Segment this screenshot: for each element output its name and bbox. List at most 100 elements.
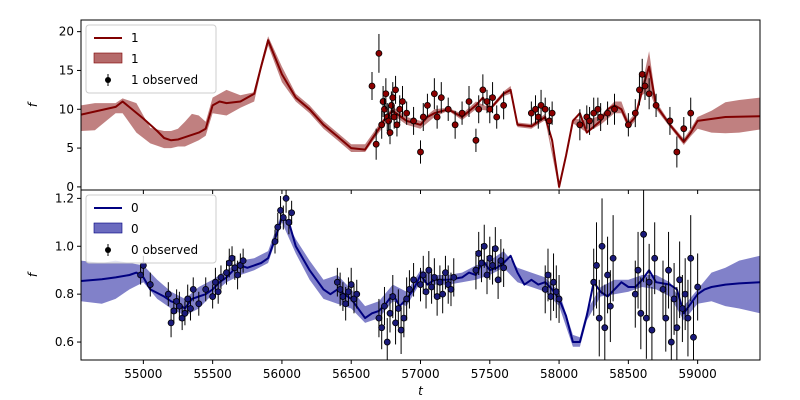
data-point [223,269,230,277]
x-axis-label: t [418,384,424,398]
legend-point-swatch [105,77,111,83]
data-point [389,94,397,102]
data-point [345,288,352,296]
data-point [465,98,473,105]
data-point [181,309,189,317]
x-tick-label: 56500 [332,367,370,381]
data-point [279,214,287,221]
data-point [288,209,296,217]
data-point [392,86,399,94]
data-point [489,262,496,269]
data-point [189,285,197,293]
data-point [666,117,674,125]
data-point [494,276,502,284]
data-point [433,293,441,300]
y-axis-label: f [26,101,40,107]
data-point [651,254,659,262]
data-point [541,285,549,293]
data-point [450,273,458,281]
data-point [475,105,483,113]
data-point [396,105,404,113]
data-point [642,314,650,322]
data-point [534,113,542,121]
data-point [399,98,406,105]
data-point [424,101,431,109]
data-point [586,117,593,125]
data-point [393,121,401,129]
data-point [611,105,618,113]
data-point [527,109,535,117]
data-point [606,302,614,310]
legend: 1 1 1 observed [85,24,217,94]
data-point [645,278,653,286]
y-tick-label: 10 [59,102,74,116]
x-tick-label: 56000 [263,367,301,381]
data-point [593,262,600,269]
data-point [170,307,178,315]
data-point [336,285,344,293]
data-point [403,109,411,117]
data-point [381,105,388,113]
x-tick-label: 59000 [679,367,717,381]
data-point [422,288,430,296]
data-point [425,266,433,274]
y-tick-label: 20 [59,25,74,39]
data-point [386,129,394,136]
y-axis-label: f [26,271,40,277]
legend-label-band: 1 [131,52,139,66]
data-point [187,305,194,312]
mean-line [81,216,760,343]
data-point [439,290,447,298]
data-point [555,295,563,303]
data-point [483,271,491,279]
legend-box [85,194,217,264]
data-point [228,254,236,262]
data-point [386,309,394,317]
data-point [624,121,632,129]
data-point [497,257,505,265]
data-point [640,230,647,238]
data-point [541,105,549,113]
data-point [282,194,290,202]
data-point [430,273,438,281]
data-point [383,338,391,346]
data-point [594,105,602,113]
data-point [387,101,395,109]
legend-band-swatch [93,52,123,64]
y-tick-label: 0.6 [55,335,74,349]
data-point [392,319,399,327]
data-point [375,314,383,322]
data-point [478,259,485,267]
legend-box [85,24,217,94]
data-point [403,295,411,303]
data-point [378,324,386,332]
data-point [544,271,552,279]
data-point [576,121,584,129]
data-point [277,206,284,214]
data-point [659,285,667,293]
data-point [604,109,611,117]
data-point [595,314,603,322]
data-point [648,326,656,334]
x-tick-label: 58500 [609,367,647,381]
x-tick-label: 55000 [124,367,162,381]
data-point [433,113,441,121]
data-point [375,49,383,57]
data-point [545,117,553,125]
data-point [652,101,660,109]
data-point [680,125,688,133]
legend: 0 0 0 observed [85,194,217,264]
data-point [231,264,239,272]
data-point [417,148,424,156]
data-point [436,278,444,286]
x-tick-label: 55500 [194,367,232,381]
data-point [368,82,376,90]
y-tick-label: 0 [66,180,74,194]
data-point [347,281,355,288]
data-point [631,109,639,117]
data-point [274,223,282,231]
data-point [417,281,424,288]
legend-label-mean: 1 [131,31,139,45]
data-point [676,276,684,284]
data-point [379,98,387,105]
